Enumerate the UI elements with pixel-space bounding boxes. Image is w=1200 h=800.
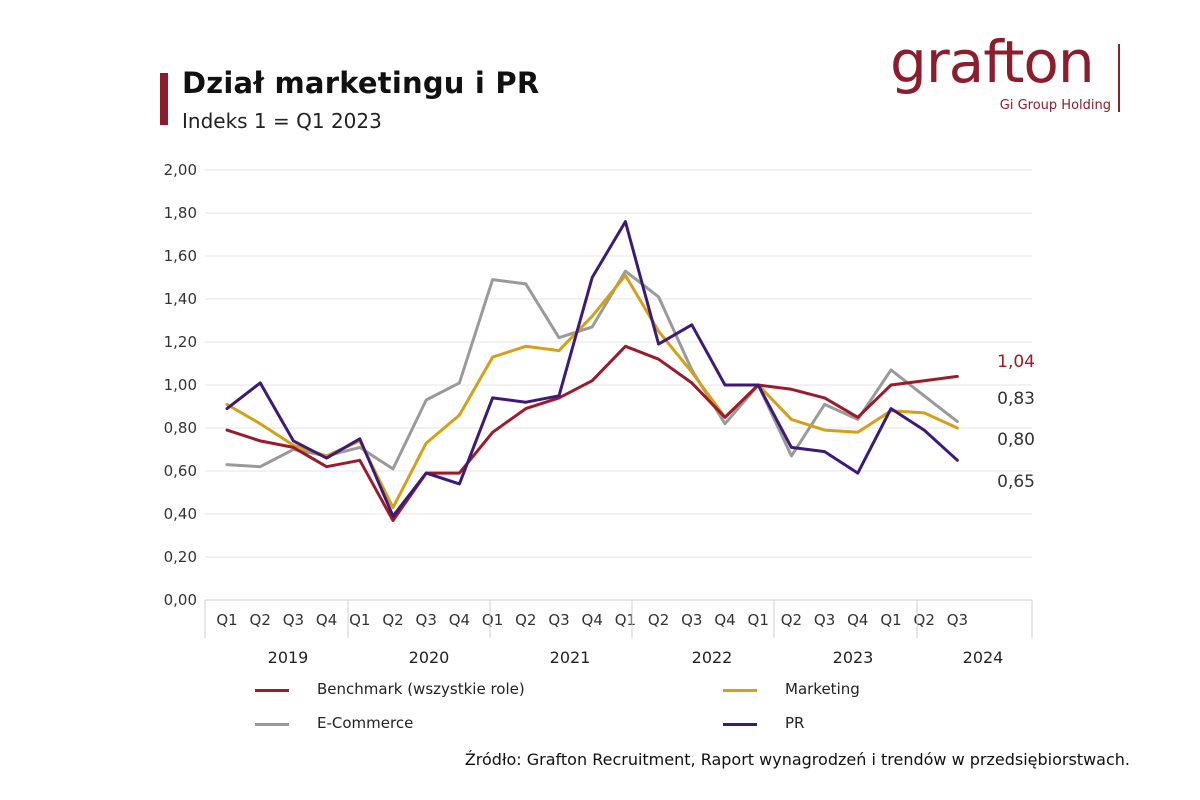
x-tick-label-quarter: Q1	[216, 611, 237, 629]
legend-label-benchmark: Benchmark (wszystkie role)	[317, 680, 525, 698]
chart-subtitle: Indeks 1 = Q1 2023	[182, 109, 382, 133]
year-label: 2022	[692, 648, 733, 667]
x-tick-label-quarter: Q3	[681, 611, 702, 629]
y-tick-label: 0,00	[164, 591, 197, 609]
x-tick-label-quarter: Q3	[814, 611, 835, 629]
year-label: 2024	[963, 648, 1004, 667]
x-tick-label-quarter: Q2	[648, 611, 669, 629]
x-tick-label-quarter: Q3	[548, 611, 569, 629]
x-tick-label-quarter: Q4	[316, 611, 337, 629]
x-tick-label-quarter: Q2	[515, 611, 536, 629]
x-tick-label-quarter: Q1	[748, 611, 769, 629]
grafton-logo: grafton Gi Group Holding	[890, 28, 1125, 120]
legend-swatch-marketing	[723, 689, 757, 692]
end-label-benchmark: 1,04	[997, 352, 1035, 372]
x-tick-label-quarter: Q3	[416, 611, 437, 629]
y-tick-label: 1,60	[164, 247, 197, 265]
y-tick-label: 1,00	[164, 376, 197, 394]
y-tick-label: 0,60	[164, 462, 197, 480]
x-tick-label-quarter: Q1	[482, 611, 503, 629]
logo-divider	[1118, 44, 1120, 112]
x-tick-label-quarter: Q4	[449, 611, 470, 629]
logo-wordmark: grafton	[890, 28, 1095, 96]
end-label-marketing: 0,80	[997, 430, 1035, 450]
legend-swatch-ecommerce	[255, 723, 289, 726]
title-accent-bar	[160, 73, 168, 125]
y-tick-label: 2,00	[164, 161, 197, 179]
x-tick-label-quarter: Q2	[914, 611, 935, 629]
y-tick-label: 0,80	[164, 419, 197, 437]
logo-subtext: Gi Group Holding	[999, 98, 1111, 113]
source-note: Źródło: Grafton Recruitment, Raport wyna…	[464, 750, 1130, 769]
legend-swatch-pr	[723, 723, 757, 726]
y-tick-label: 0,40	[164, 505, 197, 523]
y-tick-label: 1,20	[164, 333, 197, 351]
x-tick-label-quarter: Q4	[582, 611, 603, 629]
series-line-benchmark	[225, 344, 959, 522]
series-line-pr	[225, 220, 959, 518]
x-tick-label-quarter: Q2	[250, 611, 271, 629]
series-line-marketing	[225, 273, 959, 510]
legend-label-pr: PR	[785, 714, 805, 732]
x-tick-label-quarter: Q1	[349, 611, 370, 629]
end-label-pr: 0,65	[997, 472, 1035, 492]
chart-title: Dział marketingu i PR	[182, 66, 540, 100]
x-tick-label-quarter: Q1	[880, 611, 901, 629]
y-tick-label: 1,80	[164, 204, 197, 222]
year-label: 2019	[268, 648, 309, 667]
x-tick-label-quarter: Q3	[947, 611, 968, 629]
year-label: 2023	[833, 648, 874, 667]
x-tick-label-quarter: Q1	[615, 611, 636, 629]
x-tick-label-quarter: Q3	[283, 611, 304, 629]
y-tick-label: 1,40	[164, 290, 197, 308]
year-label: 2021	[550, 648, 591, 667]
x-tick-label-quarter: Q2	[382, 611, 403, 629]
legend-label-ecommerce: E-Commerce	[317, 714, 414, 732]
x-tick-label-quarter: Q4	[847, 611, 868, 629]
legend-label-marketing: Marketing	[785, 680, 860, 698]
legend-swatch-benchmark	[255, 689, 289, 692]
x-tick-label-quarter: Q4	[714, 611, 735, 629]
series-line-ecommerce	[225, 269, 959, 471]
year-label: 2020	[409, 648, 450, 667]
end-label-ecommerce: 0,83	[997, 389, 1035, 409]
x-tick-label-quarter: Q2	[781, 611, 802, 629]
y-tick-label: 0,20	[164, 548, 197, 566]
